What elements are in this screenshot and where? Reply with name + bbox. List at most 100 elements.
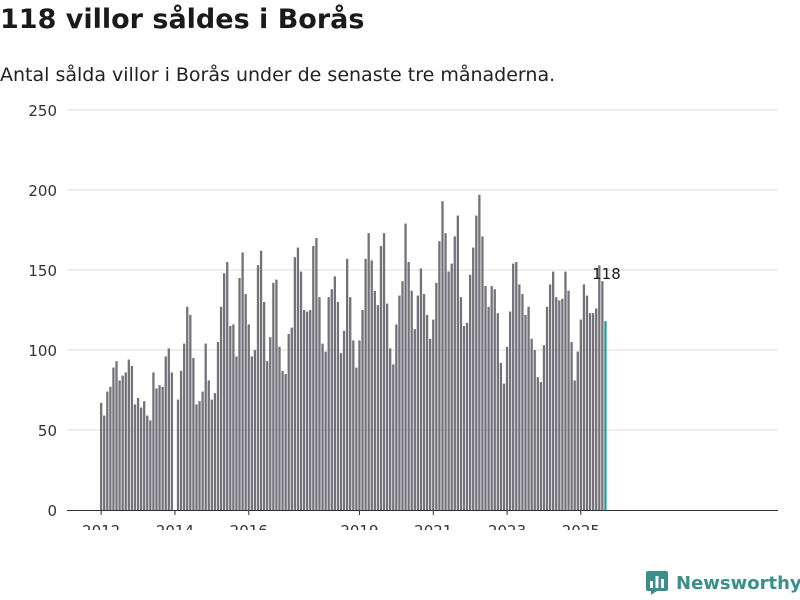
bar <box>570 342 573 510</box>
bar <box>352 340 355 510</box>
bar <box>349 297 352 510</box>
bar <box>235 356 238 510</box>
bar <box>598 265 601 510</box>
bar <box>309 310 312 510</box>
bar <box>324 351 327 510</box>
bar <box>229 326 232 510</box>
bar <box>376 305 380 510</box>
bar <box>127 359 130 510</box>
bar <box>121 375 124 510</box>
bar <box>109 386 112 510</box>
bar <box>484 286 487 510</box>
bar <box>250 356 253 510</box>
bar <box>284 374 287 510</box>
bar <box>299 271 303 510</box>
bar <box>339 353 343 510</box>
bar <box>496 313 499 510</box>
bar <box>281 370 284 510</box>
bar <box>582 284 586 510</box>
bar <box>444 233 447 510</box>
bar <box>115 361 118 510</box>
bar <box>256 265 260 510</box>
bar <box>395 324 398 510</box>
bar <box>432 319 435 510</box>
bar <box>478 194 481 511</box>
bar <box>275 279 278 510</box>
bar <box>512 263 515 510</box>
bar <box>536 377 539 510</box>
bar <box>472 247 475 510</box>
bar <box>481 236 484 510</box>
bar <box>413 329 416 510</box>
bar <box>296 247 300 510</box>
bar-highlight <box>604 321 607 510</box>
bar <box>306 311 309 510</box>
bar <box>410 290 413 510</box>
bar <box>367 233 370 510</box>
bar-chart: 0 50 100 150 200 250 2012 2014 2016 2019 2021 2023 2… <box>28 102 778 530</box>
bar <box>318 297 321 510</box>
bar <box>216 342 220 510</box>
bar <box>425 314 429 510</box>
x-tick-label: 2014 <box>156 522 194 530</box>
x-tick-label: 2021 <box>414 522 452 530</box>
bar <box>336 302 340 510</box>
bar <box>450 263 453 510</box>
bar <box>100 402 103 510</box>
x-tick-label: 2025 <box>562 522 600 530</box>
bar <box>342 330 346 510</box>
bar <box>469 274 472 510</box>
y-tick-label: 200 <box>28 182 57 200</box>
bar <box>103 415 106 510</box>
bar <box>552 271 555 510</box>
x-tick-label: 2016 <box>230 522 268 530</box>
x-tick-label: 2023 <box>488 522 526 530</box>
brand-name: Newsworthy <box>676 572 800 594</box>
y-tick-label: 50 <box>38 422 57 440</box>
bar <box>487 306 490 510</box>
bar <box>502 383 506 510</box>
bar <box>401 281 404 510</box>
bar <box>266 361 269 510</box>
chart-subtitle: Antal sålda villor i Borås under de sena… <box>0 64 556 86</box>
bar <box>385 303 389 510</box>
bar <box>533 350 536 510</box>
bar <box>555 297 558 510</box>
bar <box>438 241 441 510</box>
bar <box>186 306 189 510</box>
bar <box>223 273 226 510</box>
x-tick-label: 2019 <box>340 522 378 530</box>
bar <box>524 314 527 510</box>
bar <box>213 393 217 510</box>
bar <box>143 401 146 510</box>
bar <box>155 388 158 510</box>
bar <box>346 258 349 510</box>
bar <box>579 319 582 510</box>
bar <box>435 282 438 510</box>
bar <box>548 284 552 510</box>
bar <box>158 385 161 510</box>
bar <box>152 372 155 510</box>
bar <box>545 306 549 510</box>
bar <box>207 380 210 510</box>
bar <box>447 271 450 510</box>
bar <box>247 324 250 510</box>
bar <box>441 201 444 510</box>
bar <box>327 297 330 510</box>
bar <box>244 294 247 510</box>
bar <box>508 311 512 510</box>
bar <box>389 348 392 510</box>
bar <box>567 290 570 510</box>
bar <box>253 350 257 510</box>
bar <box>462 326 466 510</box>
bar <box>355 367 358 510</box>
bar <box>136 398 140 510</box>
bar <box>358 340 361 510</box>
bar <box>370 260 373 510</box>
bar <box>161 386 164 510</box>
bar <box>456 215 459 510</box>
bar <box>379 246 383 510</box>
bar <box>118 380 121 510</box>
bar <box>573 380 576 510</box>
bar <box>106 391 109 510</box>
